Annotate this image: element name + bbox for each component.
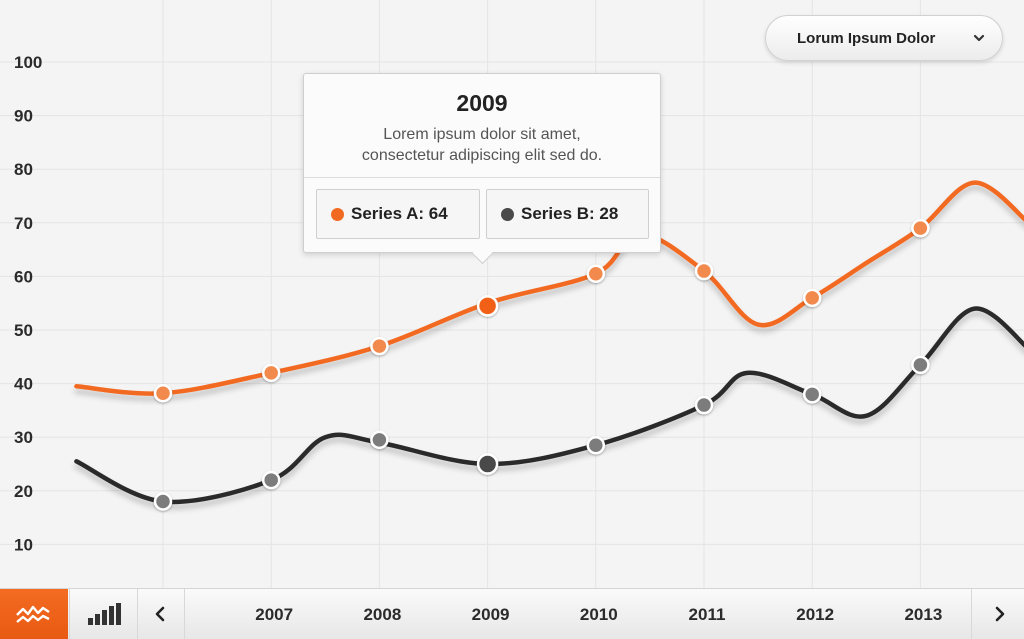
tooltip-divider [304, 177, 660, 178]
y-tick-label: 40 [14, 375, 33, 394]
bar-view-button[interactable] [69, 589, 138, 639]
tooltip-series-a: Series A: 64 [316, 189, 480, 239]
series-b-dot-icon [501, 207, 514, 221]
next-button[interactable] [971, 589, 1024, 639]
series-a-value: Series A: 64 [351, 204, 448, 223]
data-point[interactable] [802, 385, 822, 404]
x-tick-label[interactable]: 2013 [904, 605, 943, 624]
y-tick-label: 50 [14, 321, 33, 340]
bottom-toolbar: 2007 2008 2009 2010 2011 2012 2013 [0, 588, 1024, 639]
data-point[interactable] [153, 383, 173, 403]
y-tick-label: 90 [14, 107, 33, 126]
series-b-value: Series B: 28 [521, 204, 619, 223]
y-tick-label: 70 [14, 214, 33, 233]
y-tick-label: 80 [14, 160, 33, 179]
y-tick-label: 60 [14, 267, 33, 286]
tooltip-title: 2009 [456, 90, 508, 116]
chevron-right-icon [995, 606, 1004, 622]
data-point[interactable] [476, 295, 499, 317]
tooltip-description: Lorem ipsum dolor sit amet, consectetur … [314, 124, 650, 166]
tooltip-description-line: consectetur adipiscing elit sed do. [361, 147, 603, 164]
data-point[interactable] [370, 336, 389, 356]
y-tick-label: 30 [14, 428, 33, 447]
data-point[interactable] [694, 395, 714, 415]
y-axis: 10 20 30 40 50 60 70 80 90 100 [14, 53, 42, 554]
x-tick-label[interactable]: 2012 [796, 605, 835, 624]
series-dropdown[interactable]: Lorum Ipsum Dolor [765, 15, 1003, 61]
chevron-down-icon [973, 34, 985, 42]
previous-button[interactable] [137, 589, 185, 639]
dropdown-label: Lorum Ipsum Dolor [797, 29, 936, 47]
data-point[interactable] [153, 492, 173, 511]
x-tick-label[interactable]: 2010 [579, 605, 618, 624]
series-b [74, 306, 1024, 511]
series-a-dot-icon [331, 207, 344, 221]
data-point[interactable] [476, 453, 499, 475]
bar-chart-icon [88, 603, 121, 625]
chevron-left-icon [155, 606, 165, 622]
line-chart-icon [16, 605, 50, 623]
grid [0, 0, 1024, 588]
data-point[interactable] [694, 261, 714, 281]
x-tick-label[interactable]: 2011 [688, 605, 726, 624]
y-tick-label: 10 [14, 535, 33, 554]
tooltip-description-line: Lorem ipsum dolor sit amet, [383, 126, 581, 143]
data-point[interactable] [370, 430, 389, 450]
y-tick-label: 100 [14, 53, 42, 72]
data-point[interactable] [911, 355, 930, 375]
data-point[interactable] [911, 218, 930, 238]
data-point[interactable] [261, 363, 281, 383]
data-tooltip: 2009 Lorem ipsum dolor sit amet, consect… [303, 73, 661, 265]
line-view-button[interactable] [0, 589, 68, 639]
y-tick-label: 20 [14, 482, 33, 501]
data-point[interactable] [586, 264, 606, 283]
x-tick-label[interactable]: 2008 [363, 605, 402, 624]
x-tick-label[interactable]: 2009 [471, 605, 510, 624]
data-point[interactable] [802, 288, 822, 308]
tooltip-series-b: Series B: 28 [486, 189, 649, 239]
x-tick-label[interactable]: 2007 [255, 605, 294, 624]
data-point[interactable] [261, 470, 281, 490]
data-point[interactable] [586, 435, 606, 455]
